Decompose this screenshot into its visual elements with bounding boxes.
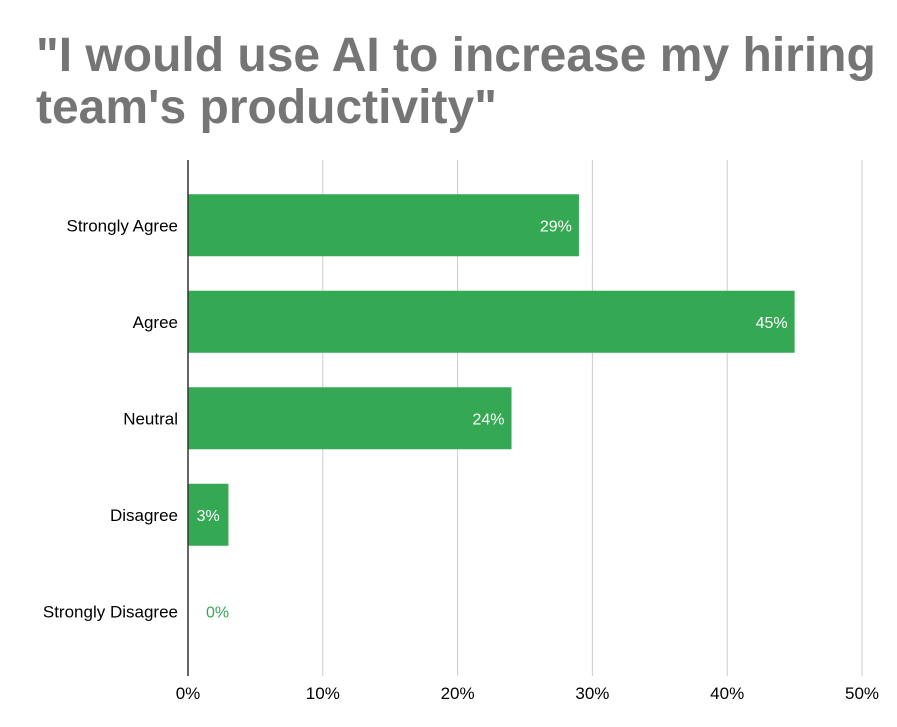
bar [188,290,795,353]
data-label: 24% [472,411,504,428]
chart-title: "I would use AI to increase my hiring te… [36,29,876,134]
category-label: Neutral [123,409,178,428]
x-tick-label: 40% [710,684,744,703]
x-tick-label: 10% [306,684,340,703]
category-label: Agree [133,313,178,332]
category-label: Strongly Agree [66,216,178,235]
labels: 0% 10% 20% 30% 40% 50% Strongly Agree 29% Agree 4… [43,216,879,703]
category-label: Disagree [110,506,178,525]
bar [188,387,512,450]
data-label: 45% [756,315,788,332]
category-label: Strongly Disagree [43,602,178,621]
x-tick-label: 0% [176,684,201,703]
bars [188,194,795,546]
x-tick-label: 20% [441,684,475,703]
data-label: 29% [540,218,572,235]
data-label: 3% [197,508,220,525]
bar [188,483,229,546]
x-tick-label: 50% [845,684,879,703]
bar [188,194,579,257]
x-tick-label: 30% [575,684,609,703]
data-label: 0% [206,604,229,621]
